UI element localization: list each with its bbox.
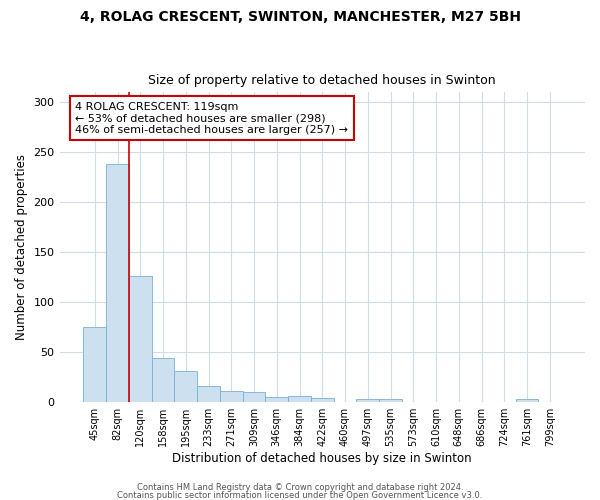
- Bar: [515, 399, 538, 402]
- Text: 4 ROLAG CRESCENT: 119sqm
← 53% of detached houses are smaller (298)
46% of semi-: 4 ROLAG CRESCENT: 119sqm ← 53% of detach…: [76, 102, 349, 135]
- Bar: [311, 398, 334, 402]
- Text: Contains public sector information licensed under the Open Government Licence v3: Contains public sector information licen…: [118, 491, 482, 500]
- Title: Size of property relative to detached houses in Swinton: Size of property relative to detached ho…: [148, 74, 496, 87]
- Text: Contains HM Land Registry data © Crown copyright and database right 2024.: Contains HM Land Registry data © Crown c…: [137, 484, 463, 492]
- Bar: [175, 371, 197, 402]
- Bar: [379, 399, 402, 402]
- Bar: [356, 399, 379, 402]
- Text: 4, ROLAG CRESCENT, SWINTON, MANCHESTER, M27 5BH: 4, ROLAG CRESCENT, SWINTON, MANCHESTER, …: [79, 10, 521, 24]
- Bar: [220, 391, 242, 402]
- Bar: [152, 358, 175, 402]
- Y-axis label: Number of detached properties: Number of detached properties: [15, 154, 28, 340]
- Bar: [129, 276, 152, 402]
- Bar: [242, 392, 265, 402]
- Bar: [197, 386, 220, 402]
- Bar: [106, 164, 129, 402]
- X-axis label: Distribution of detached houses by size in Swinton: Distribution of detached houses by size …: [172, 452, 472, 465]
- Bar: [265, 397, 288, 402]
- Bar: [288, 396, 311, 402]
- Bar: [83, 327, 106, 402]
